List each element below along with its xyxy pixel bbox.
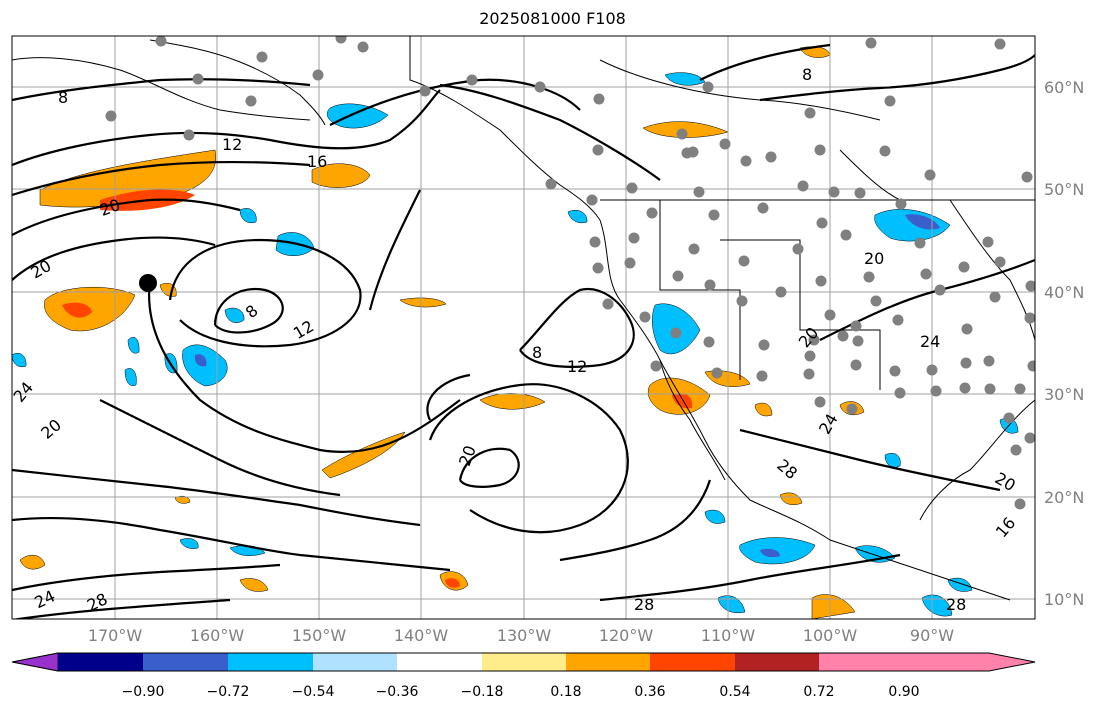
colorbar-tick-label: −0.54 [291, 684, 335, 700]
lon-label: 90°W [909, 626, 955, 645]
contour-label: 12 [290, 316, 317, 343]
colorbar-tick-label: 0.36 [634, 684, 666, 700]
lat-label: 30°N [1044, 385, 1085, 404]
map-title: 2025081000 F108 [479, 9, 626, 28]
lat-label: 10°N [1044, 590, 1085, 609]
map-frame [11, 35, 1036, 620]
contour-label: 24 [32, 586, 58, 612]
station-markers [105, 36, 1035, 510]
contour-label: 12 [222, 135, 242, 154]
lon-label: 160°W [189, 626, 245, 645]
shading-layer [12, 46, 1019, 619]
contour-label: 8 [802, 65, 812, 84]
colorbar-tick-label: 0.72 [803, 684, 835, 700]
lat-label: 60°N [1044, 78, 1085, 97]
lon-label: 120°W [598, 626, 654, 645]
colorbar-tick-label: 0.54 [719, 684, 751, 700]
contour-label: 12 [567, 357, 587, 376]
lon-label: 100°W [802, 626, 858, 645]
contour-label: 8 [58, 88, 68, 107]
contour-label: 20 [27, 256, 54, 283]
contour-label: 8 [532, 343, 542, 362]
lat-label: 40°N [1044, 283, 1085, 302]
contour-label: 24 [9, 378, 37, 406]
colorbar-tick-label: −0.72 [206, 684, 250, 700]
contour-label: 16 [307, 152, 327, 171]
colorbar-tick-label: −0.36 [375, 684, 419, 700]
lon-label: 130°W [496, 626, 552, 645]
contour-label: 20 [37, 415, 65, 443]
contour-label: 20 [864, 249, 884, 268]
contour-label: 20 [992, 469, 1019, 496]
contour-label: 20 [795, 323, 823, 351]
contour-label: 28 [773, 455, 801, 483]
contour-label: 24 [815, 410, 842, 437]
lon-label: 170°W [87, 626, 143, 645]
contour-label: 24 [920, 332, 940, 351]
lat-label: 50°N [1044, 180, 1085, 199]
colorbar-tick-label: 0.18 [550, 684, 582, 700]
graticule [12, 36, 1035, 619]
lon-label: 150°W [291, 626, 347, 645]
contour-label: 16 [992, 513, 1020, 541]
lon-label: 110°W [700, 626, 756, 645]
contour-labels: 8 12 16 20 8 12 20 24 20 8 12 20 28 24 2… [9, 65, 1020, 615]
contour-label: 20 [455, 443, 480, 469]
contour-label: 28 [634, 595, 654, 614]
colorbar-tick-label: −0.18 [460, 684, 504, 700]
colorbar-tick-label: −0.90 [121, 684, 165, 700]
contour-label: 8 [242, 301, 262, 322]
lon-label: 140°W [393, 626, 449, 645]
highlight-marker [139, 274, 157, 292]
contour-label: 28 [946, 595, 966, 614]
lat-label: 20°N [1044, 488, 1085, 507]
contour-lines [12, 43, 1035, 619]
colorbar-tick-label: 0.90 [888, 684, 920, 700]
coastlines [12, 36, 1035, 601]
